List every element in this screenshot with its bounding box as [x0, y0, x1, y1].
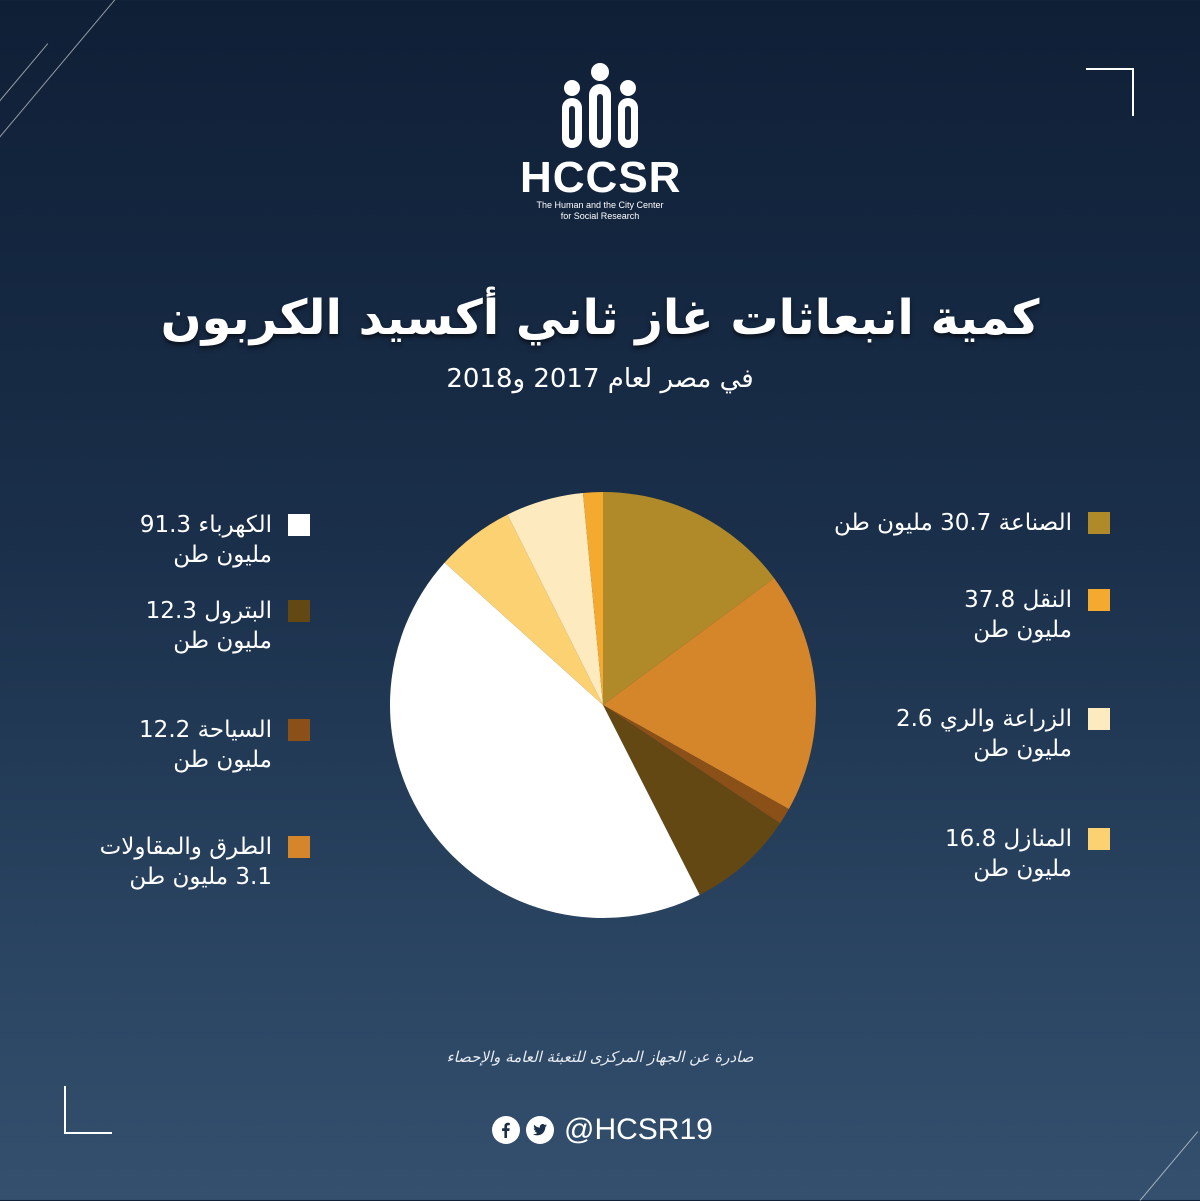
- decorative-line: [0, 0, 148, 161]
- legend-label: النقل 37.8: [964, 587, 1072, 613]
- legend-item-agriculture: الزراعة والري 2.6 مليون طن: [810, 704, 1110, 764]
- legend-label: الزراعة والري 2.6: [895, 706, 1072, 732]
- logo-tagline: The Human and the City Center: [536, 200, 664, 210]
- legend-item-roads: الطرق والمقاولات 3.1 مليون طن: [0, 832, 310, 892]
- legend-item-electricity: الكهرباء 91.3 مليون طن: [0, 510, 310, 570]
- social-handle[interactable]: @HCSR19: [564, 1113, 713, 1146]
- logo: HCCSR The Human and the City Center for …: [520, 58, 680, 222]
- legend-label: 3.1 مليون طن: [129, 864, 272, 890]
- logo-figures-icon: [562, 63, 638, 148]
- pie-slice-6: [507, 492, 603, 705]
- legend-label: الطرق والمقاولات: [99, 834, 272, 860]
- legend-swatch: [288, 719, 310, 741]
- logo-name: HCCSR: [520, 153, 682, 202]
- legend-label: الصناعة 30.7 مليون طن: [834, 510, 1072, 536]
- pie-slice-5: [444, 514, 603, 705]
- legend-label: مليون طن: [973, 617, 1072, 643]
- pie-slice-7: [582, 492, 603, 705]
- legend-swatch: [288, 514, 310, 536]
- twitter-icon[interactable]: [526, 1116, 554, 1144]
- pie-chart: [390, 492, 816, 918]
- pie-slice-0: [603, 492, 775, 705]
- chart-subtitle: في مصر لعام 2017 و2018: [446, 364, 754, 394]
- legend-swatch: [288, 600, 310, 622]
- legend-item-petroleum: البترول 12.3 مليون طن: [0, 596, 310, 656]
- legend-swatch: [1088, 828, 1110, 850]
- legend-label: مليون طن: [173, 542, 272, 568]
- pie-slice-4: [390, 562, 700, 918]
- legend-label: السياحة 12.2: [139, 717, 272, 743]
- legend-swatch: [288, 836, 310, 858]
- chart-title: كمية انبعاثات غاز ثاني أكسيد الكربون: [160, 290, 1040, 346]
- pie-slice-3: [603, 705, 781, 895]
- legend-label: مليون طن: [973, 736, 1072, 762]
- legend-label: مليون طن: [173, 747, 272, 773]
- corner-bracket-top-right: [1086, 68, 1134, 116]
- source-note: صادرة عن الجهاز المركزى للتعبئة العامة و…: [446, 1048, 754, 1066]
- pie-slice-2: [603, 705, 789, 824]
- legend-label: الكهرباء 91.3: [139, 512, 272, 538]
- legend-label: مليون طن: [173, 628, 272, 654]
- legend-swatch: [1088, 589, 1110, 611]
- logo-tagline: for Social Research: [560, 211, 640, 221]
- legend-label: المنازل 16.8: [945, 826, 1072, 852]
- facebook-icon[interactable]: [492, 1116, 520, 1144]
- legend-item-industry: الصناعة 30.7 مليون طن: [810, 508, 1110, 538]
- pie-slice-1: [603, 578, 816, 810]
- legend-label: مليون طن: [973, 856, 1072, 882]
- legend-label: البترول 12.3: [145, 598, 272, 624]
- decorative-line: [0, 43, 49, 113]
- social-handle-bar: @HCSR19: [492, 1112, 713, 1148]
- legend-swatch: [1088, 708, 1110, 730]
- decorative-line: [1139, 1131, 1199, 1201]
- corner-bracket-bottom-left: [64, 1086, 112, 1134]
- legend-item-transport: النقل 37.8 مليون طن: [810, 585, 1110, 645]
- legend-item-tourism: السياحة 12.2 مليون طن: [0, 715, 310, 775]
- legend-item-homes: المنازل 16.8 مليون طن: [810, 824, 1110, 884]
- legend-swatch: [1088, 512, 1110, 534]
